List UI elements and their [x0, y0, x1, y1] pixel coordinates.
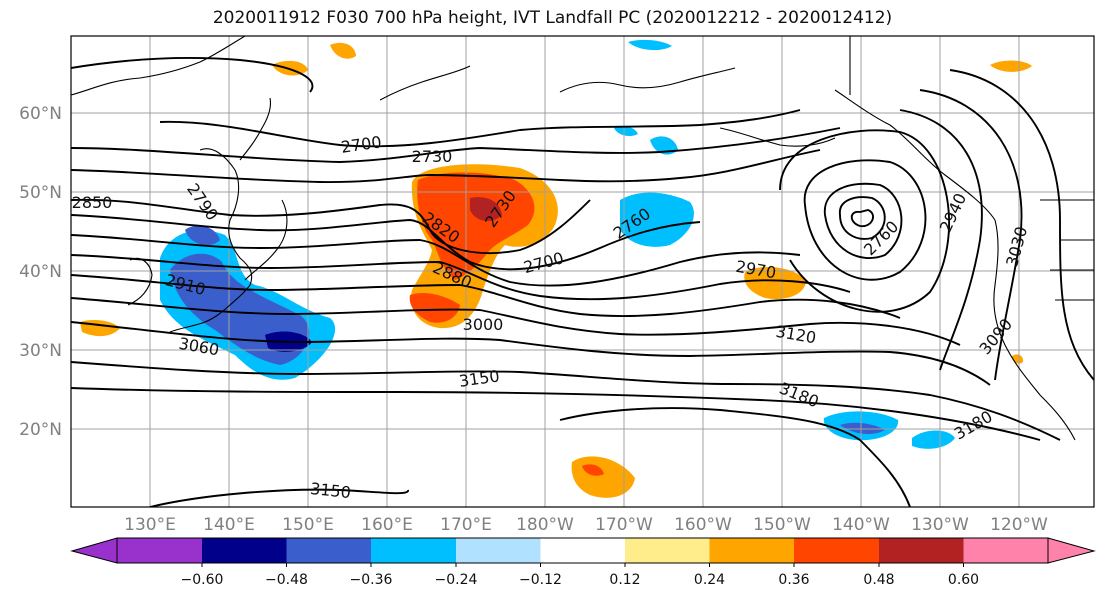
colorbar-label: −0.60: [181, 572, 224, 588]
contour-label: 3090: [975, 315, 1016, 358]
colorbar-label: −0.36: [350, 572, 393, 588]
colorbar: −0.60 −0.48 −0.36 −0.24 −0.12 0.12 0.24 …: [70, 537, 1096, 588]
contour-label: 2940: [936, 190, 970, 235]
contour-label: 3030: [1002, 224, 1031, 268]
lon-label: 130°E: [124, 515, 176, 535]
colorbar-swatch: [794, 538, 879, 563]
lon-label: 120°W: [990, 515, 1048, 535]
colorbar-label: 0.48: [863, 572, 894, 588]
colorbar-swatch: [202, 538, 287, 563]
contour-label: 2790: [183, 180, 222, 224]
contour-label: 2850: [72, 193, 113, 212]
colorbar-swatch: [286, 538, 371, 563]
contour-label: 2970: [734, 257, 777, 283]
contour-label: 3180: [951, 407, 996, 444]
colorbar-label: −0.12: [519, 572, 562, 588]
map-frame: [70, 35, 1095, 508]
lon-label: 150°W: [753, 515, 811, 535]
contour-label: 3120: [774, 322, 817, 348]
colorbar-label: 0.24: [694, 572, 725, 588]
height-contours: [71, 57, 1094, 507]
longitude-labels: 130°E 140°E 150°E 160°E 170°E 180°W 170°…: [124, 515, 1048, 535]
latitude-labels: 60°N 50°N 40°N 30°N 20°N: [19, 104, 62, 440]
lon-label: 140°W: [832, 515, 890, 535]
lat-label: 20°N: [19, 420, 62, 440]
colorbar-extend-max: [1047, 537, 1096, 564]
colorbar-swatch: [117, 538, 202, 563]
colorbar-swatch: [540, 538, 625, 563]
lon-label: 170°W: [595, 515, 653, 535]
colorbar-swatch: [963, 538, 1048, 563]
colorbar-swatch: [879, 538, 964, 563]
contour-label: 3180: [777, 378, 822, 411]
contour-label: 3150: [309, 479, 351, 502]
lon-label: 180°W: [516, 515, 574, 535]
lon-label: 160°W: [674, 515, 732, 535]
lat-label: 30°N: [19, 341, 62, 361]
lat-label: 40°N: [19, 262, 62, 282]
lon-label: 130°W: [911, 515, 969, 535]
colorbar-swatch: [625, 538, 710, 563]
colorbar-swatch: [456, 538, 541, 563]
colorbar-swatch: [371, 538, 456, 563]
lat-label: 50°N: [19, 183, 62, 203]
contour-label: 2700: [521, 248, 565, 277]
colorbar-label: 0.36: [778, 572, 809, 588]
lon-label: 140°E: [203, 515, 255, 535]
colorbar-label: −0.24: [435, 572, 478, 588]
lon-label: 160°E: [361, 515, 413, 535]
contour-label: 2730: [412, 147, 453, 166]
contour-label: 3000: [463, 315, 504, 334]
colorbar-label: 0.12: [609, 572, 640, 588]
colorbar-swatch: [709, 538, 794, 563]
contour-label: 3150: [458, 366, 501, 390]
lat-label: 60°N: [19, 104, 62, 124]
colorbar-label: −0.48: [265, 572, 308, 588]
colorbar-extend-min: [70, 537, 118, 564]
map-title: 2020011912 F030 700 hPa height, IVT Land…: [212, 8, 893, 28]
contour-label: 2760: [860, 217, 902, 259]
lon-label: 150°E: [282, 515, 334, 535]
lon-label: 170°E: [440, 515, 492, 535]
colorbar-label: 0.60: [948, 572, 979, 588]
contour-label: 2700: [340, 132, 383, 156]
